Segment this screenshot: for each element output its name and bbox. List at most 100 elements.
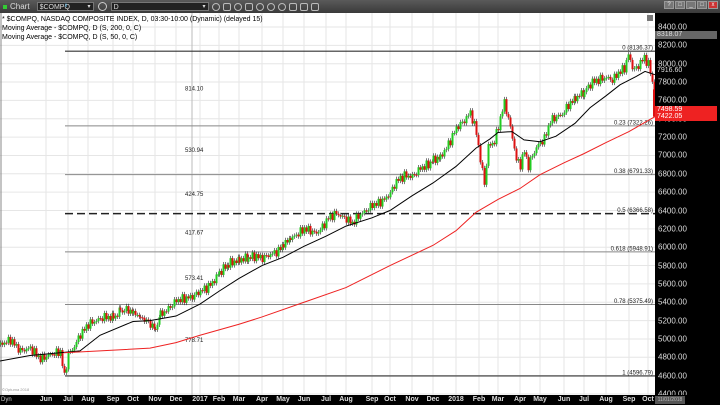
close-button[interactable]: x [708,1,718,9]
y-tick-label: 8000.00 [658,59,687,69]
chart-legend: * $COMPQ, NASDAQ COMPOSITE INDEX, D, 03:… [2,15,263,42]
y-tick-label: 4600.00 [658,371,687,381]
y-tick-label: 5200.00 [658,316,687,326]
legend-symbol: * $COMPQ, NASDAQ COMPOSITE INDEX, D, 03:… [2,16,263,23]
expand-icon[interactable] [647,15,653,21]
y-tick-label: 5600.00 [658,279,687,289]
y-tick-label: 7600.00 [658,95,687,105]
y-tick-label: 6400.00 [658,206,687,215]
x-tick-label: Apr [513,396,527,403]
svg-text:573.41: 573.41 [185,276,204,282]
clock-icon[interactable] [211,2,220,11]
y-tick-label: 6800.00 [658,169,687,179]
x-tick-label: May [276,396,290,403]
comment-icon[interactable] [288,2,297,11]
minus-icon[interactable] [233,2,242,11]
date-badge: 11/01/2018 [655,396,685,404]
chevron-down-icon: ▾ [87,4,91,10]
x-tick-label: Jul [578,396,590,403]
y-tick-label: 7800.00 [658,77,687,87]
y-tick-label: 8200.00 [658,40,687,50]
help-button[interactable]: ? [664,1,674,9]
status-dot-icon [3,4,7,9]
price-axis[interactable]: 8400.008200.008000.007800.007600.007400.… [655,13,720,399]
restore-button[interactable]: □ [675,1,685,9]
svg-text:778.71: 778.71 [185,338,204,344]
x-tick-label: Jul [62,396,74,403]
time-axis[interactable]: Dyn 11/01/2018 Jun Jul Aug Sep Oct Nov Dec 2017… [0,395,720,405]
x-tick-label: Oct [384,396,396,403]
x-tick-label: Jun [557,396,571,403]
svg-text:1 (4596.79): 1 (4596.79) [622,370,653,376]
chevron-down-icon: ▾ [202,4,206,10]
ma50-badge: 7916.60 [655,67,717,76]
x-tick-label: Sep [106,396,120,403]
x-tick-label: Oct [642,396,654,403]
x-tick-label: Sep [622,396,636,403]
y-tick-label: 4400.00 [658,389,687,399]
facebook-icon[interactable] [310,2,319,11]
x-tick-label: Jun [39,396,53,403]
y-tick-label: 6200.00 [658,224,687,234]
y-tick-label: 6000.00 [658,242,687,252]
legend-ma200: Moving Average - $COMPQ, D (S, 200, 0, C… [2,25,142,32]
svg-text:424.75: 424.75 [185,192,204,198]
x-tick-label: Oct [127,396,139,403]
x-tick-label: Mar [491,396,505,403]
ma200-badge: 7422.05 [655,112,717,121]
maximize-button[interactable]: □ [697,1,707,9]
y-tick-label: 4800.00 [658,352,687,362]
x-tick-label: Nov [405,396,419,403]
y-tick-label: 5000.00 [658,334,687,344]
svg-text:530.94: 530.94 [185,148,204,154]
svg-text:0.23 (7322.26): 0.23 (7322.26) [614,120,653,126]
symbol-select[interactable]: $COMPQ ii ▾ [36,2,94,11]
y-tick-label: 5400.00 [658,297,687,307]
last-price-badge: 7498.59 [655,105,717,114]
x-tick-label: Mar [232,396,246,403]
record-icon[interactable] [255,2,264,11]
x-tick-label: Nov [148,396,162,403]
x-tick-label: Aug [81,396,95,403]
x-tick-label: Apr [255,396,269,403]
svg-text:0.5 (6366.58): 0.5 (6366.58) [617,208,653,214]
period-select[interactable]: D ▾ [110,2,209,11]
symbol-value: $COMPQ [39,4,70,11]
period-value: D [113,4,119,11]
x-tick-label: Aug [599,396,613,403]
chart-label: Chart [10,2,30,11]
y-tick-label: 8400.00 [658,22,687,32]
y-tick-label: 5800.00 [658,261,687,271]
x-tick-label: Sep [365,396,379,403]
x-tick-label: Dec [169,396,183,403]
legend-ma50: Moving Average - $COMPQ, D (S, 50, 0, C) [2,34,138,41]
image-icon[interactable] [244,2,253,11]
pencil-icon[interactable] [222,2,231,11]
y-tick-label: 7200.00 [658,132,687,142]
link-icon[interactable] [277,2,286,11]
x-tick-label: Dec [426,396,440,403]
svg-text:0.38 (6791.33): 0.38 (6791.33) [614,169,653,175]
alert-icon[interactable] [266,2,275,11]
x-tick-label: 2017 [192,396,208,403]
settings-icon[interactable] [97,2,107,11]
x-tick-label: Feb [472,396,486,403]
chart-tab[interactable]: Chart [3,2,30,11]
y-tick-label: 7000.00 [658,150,687,160]
svg-text:0 (8136.37): 0 (8136.37) [622,46,653,52]
y-tick-label: 6600.00 [658,187,687,197]
twitter-icon[interactable] [299,2,308,11]
x-tick-label: Feb [212,396,226,403]
x-tick-label: Jul [320,396,332,403]
symbol-info-badge: ii [64,3,67,9]
minimize-button[interactable]: _ [686,1,696,9]
copyright: ©Optuma 2018 [2,387,30,392]
svg-text:417.67: 417.67 [185,231,204,237]
dyn-label[interactable]: Dyn [1,397,12,403]
x-tick-label: Jun [297,396,311,403]
x-tick-label: May [533,396,547,403]
svg-text:0.618 (5948.91): 0.618 (5948.91) [611,246,653,252]
svg-text:0.78 (5375.49): 0.78 (5375.49) [614,299,653,305]
x-tick-label: 2018 [448,396,464,403]
